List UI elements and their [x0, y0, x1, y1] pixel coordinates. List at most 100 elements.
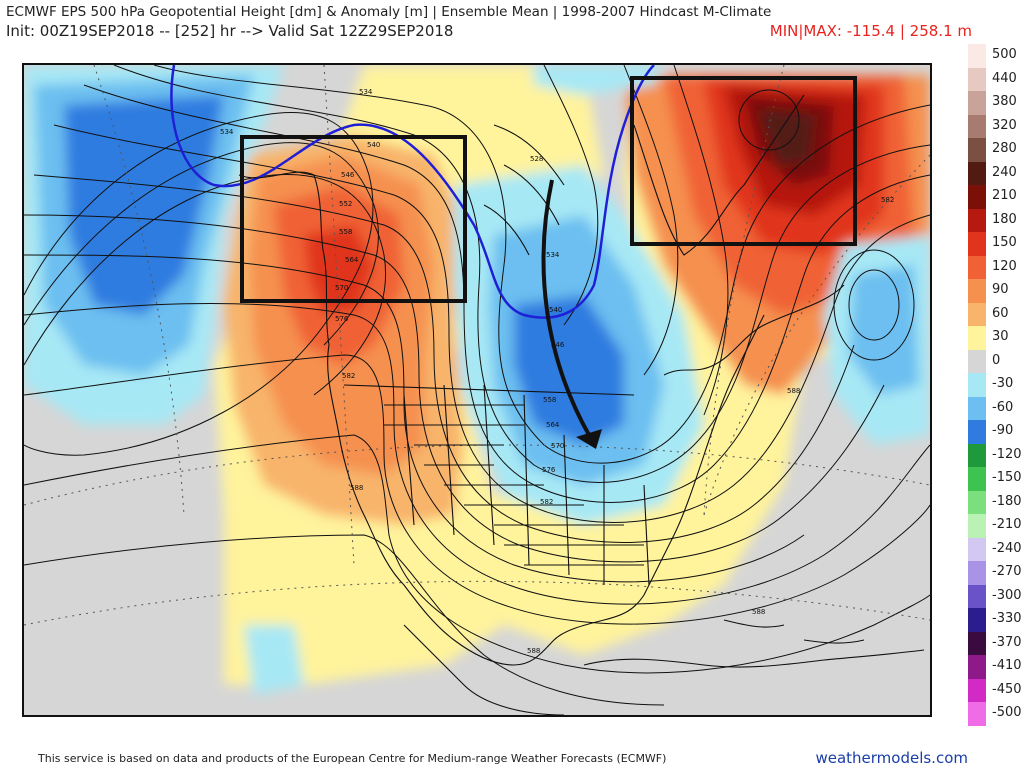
contour-labels: 534 534 534 528 540 540 546 546 552 558 …: [220, 88, 894, 655]
colorbar-swatch: [968, 91, 986, 115]
colorbar-swatch: [968, 514, 986, 538]
colorbar-label: -330: [992, 611, 1022, 627]
colorbar-label: 0: [992, 352, 1001, 368]
colorbar-label: -450: [992, 681, 1022, 697]
colorbar-label: -240: [992, 540, 1022, 556]
colorbar-label: 120: [992, 258, 1017, 274]
colorbar-step: 280: [968, 138, 1018, 162]
colorbar-swatch: [968, 44, 986, 68]
anomaly-shading: [24, 65, 930, 695]
colorbar-step: 90: [968, 279, 1018, 303]
trough-arrow: [541, 179, 602, 449]
colorbar-step: -120: [968, 443, 1022, 468]
colorbar-label: -30: [992, 376, 1014, 392]
colorbar-swatch: [968, 138, 986, 162]
contour-label: 564: [546, 421, 560, 429]
contour-label: 546: [551, 341, 565, 349]
colorbar-swatch: [968, 208, 986, 233]
colorbar-step: 30: [968, 326, 1018, 350]
colorbar-swatch: [968, 631, 986, 656]
min-max-readout: MIN|MAX: -115.4 | 258.1 m: [769, 22, 972, 40]
colorbar-label: -500: [992, 705, 1022, 721]
colorbar-step: 120: [968, 255, 1018, 280]
coastlines: [238, 94, 925, 715]
colorbar-swatch: [968, 326, 986, 350]
contour-label: 570: [551, 442, 564, 450]
colorbar-label: 60: [992, 305, 1009, 321]
colorbar-step: 320: [968, 114, 1018, 139]
colorbar-step: 500: [968, 44, 1018, 68]
colorbar-swatch: [968, 561, 986, 585]
colorbar-step: -180: [968, 490, 1022, 515]
contour-540-blue: [170, 65, 655, 319]
colorbar-step: -330: [968, 608, 1022, 632]
colorbar-label: 30: [992, 329, 1009, 345]
colorbar-step: -240: [968, 537, 1022, 562]
colorbar-step: -270: [968, 561, 1022, 585]
contour-label: 540: [549, 306, 562, 314]
colorbar-step: 380: [968, 91, 1018, 115]
colorbar-label: 380: [992, 94, 1017, 110]
colorbar-label: -370: [992, 634, 1022, 650]
contour-label: 576: [335, 315, 349, 323]
colorbar-step: -370: [968, 631, 1022, 656]
colorbar-label: 280: [992, 141, 1017, 157]
colorbar-step: 210: [968, 185, 1018, 209]
colorbar-swatch: [968, 185, 986, 209]
contour-label: 528: [530, 155, 543, 163]
site-link[interactable]: weathermodels.com: [815, 749, 968, 767]
contour-label: 540: [367, 141, 380, 149]
colorbar-step: -500: [968, 702, 1022, 726]
colorbar-step: 180: [968, 208, 1018, 233]
colorbar-step: -300: [968, 584, 1022, 609]
contour-label: 588: [752, 608, 765, 616]
colorbar-label: -120: [992, 446, 1022, 462]
ridge-box-greenland: [630, 76, 857, 246]
map-title: ECMWF EPS 500 hPa Geopotential Height [d…: [6, 4, 772, 20]
colorbar-label: 440: [992, 70, 1017, 86]
contour-label: 552: [339, 200, 352, 208]
colorbar-label: 90: [992, 282, 1009, 298]
contour-label: 576: [542, 466, 556, 474]
colorbar-step: -30: [968, 373, 1018, 397]
contour-label: 588: [787, 387, 800, 395]
contour-label: 546: [341, 171, 355, 179]
colorbar-label: -410: [992, 658, 1022, 674]
colorbar-label: 210: [992, 188, 1017, 204]
colorbar-swatch: [968, 373, 986, 397]
colorbar-swatch: [968, 67, 986, 92]
colorbar-swatch: [968, 349, 986, 374]
colorbar-label: 150: [992, 235, 1017, 251]
contour-label: 582: [342, 372, 355, 380]
contour-label: 534: [220, 128, 234, 136]
colorbar-step: 240: [968, 161, 1018, 186]
colorbar-swatch: [968, 232, 986, 256]
contour-label: 582: [540, 498, 553, 506]
contour-label: 570: [335, 284, 348, 292]
contour-label: 564: [345, 256, 359, 264]
colorbar-label: 320: [992, 117, 1017, 133]
colorbar-step: 60: [968, 302, 1018, 327]
contour-label: 558: [339, 228, 352, 236]
colorbar-swatch: [968, 490, 986, 515]
contour-label: 582: [881, 196, 894, 204]
colorbar-swatch: [968, 467, 986, 491]
colorbar-label: -210: [992, 517, 1022, 533]
colorbar-label: -150: [992, 470, 1022, 486]
colorbar-swatch: [968, 279, 986, 303]
anomaly-map: 534 534 534 528 540 540 546 546 552 558 …: [22, 63, 932, 717]
colorbar-step: -450: [968, 678, 1022, 703]
colorbar-swatch: [968, 255, 986, 280]
colorbar-step: 150: [968, 232, 1018, 256]
colorbar-label: -60: [992, 399, 1014, 415]
colorbar-label: 240: [992, 164, 1017, 180]
map-canvas: 534 534 534 528 540 540 546 546 552 558 …: [24, 65, 930, 715]
colorbar-label: 500: [992, 47, 1017, 62]
colorbar-swatch: [968, 678, 986, 703]
colorbar-label: -180: [992, 493, 1022, 509]
colorbar-step: -150: [968, 467, 1022, 491]
init-valid-line: Init: 00Z19SEP2018 -- [252] hr --> Valid…: [6, 22, 454, 40]
contour-label: 534: [546, 251, 560, 259]
colorbar-step: -60: [968, 396, 1018, 421]
ecmwf-notice: This service is based on data and produc…: [38, 752, 667, 765]
